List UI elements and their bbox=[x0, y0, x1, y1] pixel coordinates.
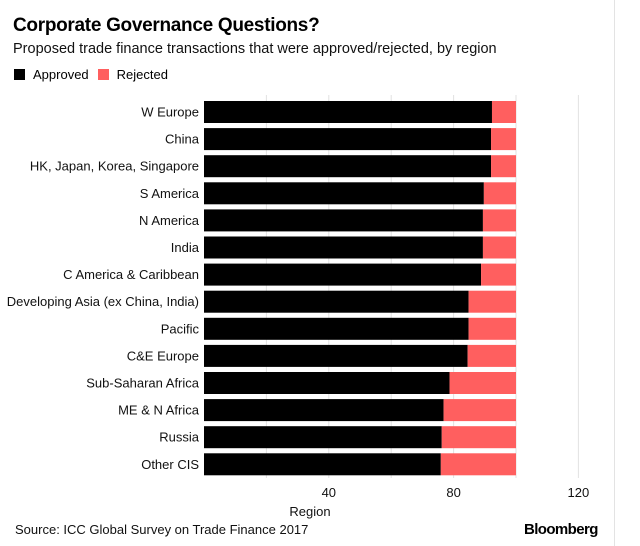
bar-approved-12 bbox=[204, 426, 442, 449]
legend-item-rejected: Rejected bbox=[97, 67, 168, 82]
legend-item-approved: Approved bbox=[14, 67, 89, 82]
category-label: W Europe bbox=[141, 105, 199, 120]
chart-title: Corporate Governance Questions? bbox=[13, 15, 320, 36]
bar-rejected-6 bbox=[481, 263, 516, 286]
bar-rejected-13 bbox=[440, 453, 516, 476]
category-label: Other CIS bbox=[141, 457, 199, 472]
x-tick-label-40: 40 bbox=[322, 485, 336, 500]
bar-approved-6 bbox=[204, 263, 482, 286]
bar-rejected-3 bbox=[483, 182, 516, 205]
category-label: C&E Europe bbox=[127, 348, 199, 363]
bar-approved-3 bbox=[204, 182, 484, 205]
bloomberg-logo: Bloomberg bbox=[524, 521, 598, 538]
bar-rejected-12 bbox=[441, 426, 516, 449]
bar-approved-8 bbox=[204, 317, 469, 340]
legend: Approved Rejected bbox=[14, 67, 177, 82]
x-tick-label-120: 120 bbox=[568, 485, 590, 500]
category-label: Developing Asia (ex China, India) bbox=[7, 294, 199, 309]
bar-approved-9 bbox=[204, 344, 468, 367]
legend-swatch-rejected bbox=[97, 69, 109, 80]
x-tick-label-80: 80 bbox=[446, 485, 460, 500]
bar-rejected-8 bbox=[468, 317, 516, 340]
legend-swatch-approved bbox=[14, 69, 25, 80]
category-label: C America & Caribbean bbox=[63, 267, 199, 282]
category-label: China bbox=[165, 132, 200, 147]
category-label: Russia bbox=[159, 430, 200, 445]
category-label: Sub-Saharan Africa bbox=[86, 376, 200, 391]
bar-approved-11 bbox=[204, 399, 444, 422]
bar-rejected-4 bbox=[482, 209, 516, 232]
bar-rejected-11 bbox=[443, 399, 516, 422]
right-border bbox=[614, 0, 615, 546]
category-label: India bbox=[171, 240, 200, 255]
bar-approved-13 bbox=[204, 453, 441, 476]
bar-rejected-10 bbox=[449, 372, 516, 394]
category-label: ME & N Africa bbox=[118, 403, 200, 418]
x-axis-label: Region bbox=[289, 504, 330, 519]
bar-approved-2 bbox=[204, 155, 492, 178]
bar-rejected-5 bbox=[482, 236, 516, 259]
bar-rejected-0 bbox=[491, 101, 516, 123]
bar-approved-1 bbox=[204, 128, 492, 151]
bar-approved-7 bbox=[204, 290, 469, 313]
category-label: Pacific bbox=[161, 321, 200, 336]
bar-approved-4 bbox=[204, 209, 483, 232]
legend-label-rejected: Rejected bbox=[116, 67, 168, 82]
chart-subtitle: Proposed trade finance transactions that… bbox=[13, 41, 497, 57]
legend-label-approved: Approved bbox=[33, 67, 89, 82]
category-label: N America bbox=[139, 213, 200, 228]
bar-rejected-7 bbox=[468, 290, 516, 313]
bar-rejected-1 bbox=[491, 128, 516, 151]
source-note: Source: ICC Global Survey on Trade Finan… bbox=[15, 522, 309, 537]
bar-rejected-2 bbox=[491, 155, 516, 178]
bar-rejected-9 bbox=[467, 344, 516, 367]
bar-approved-5 bbox=[204, 236, 483, 259]
bar-approved-10 bbox=[204, 372, 450, 394]
category-label: S America bbox=[140, 186, 200, 201]
category-label: HK, Japan, Korea, Singapore bbox=[30, 159, 199, 174]
bar-approved-0 bbox=[204, 101, 492, 123]
